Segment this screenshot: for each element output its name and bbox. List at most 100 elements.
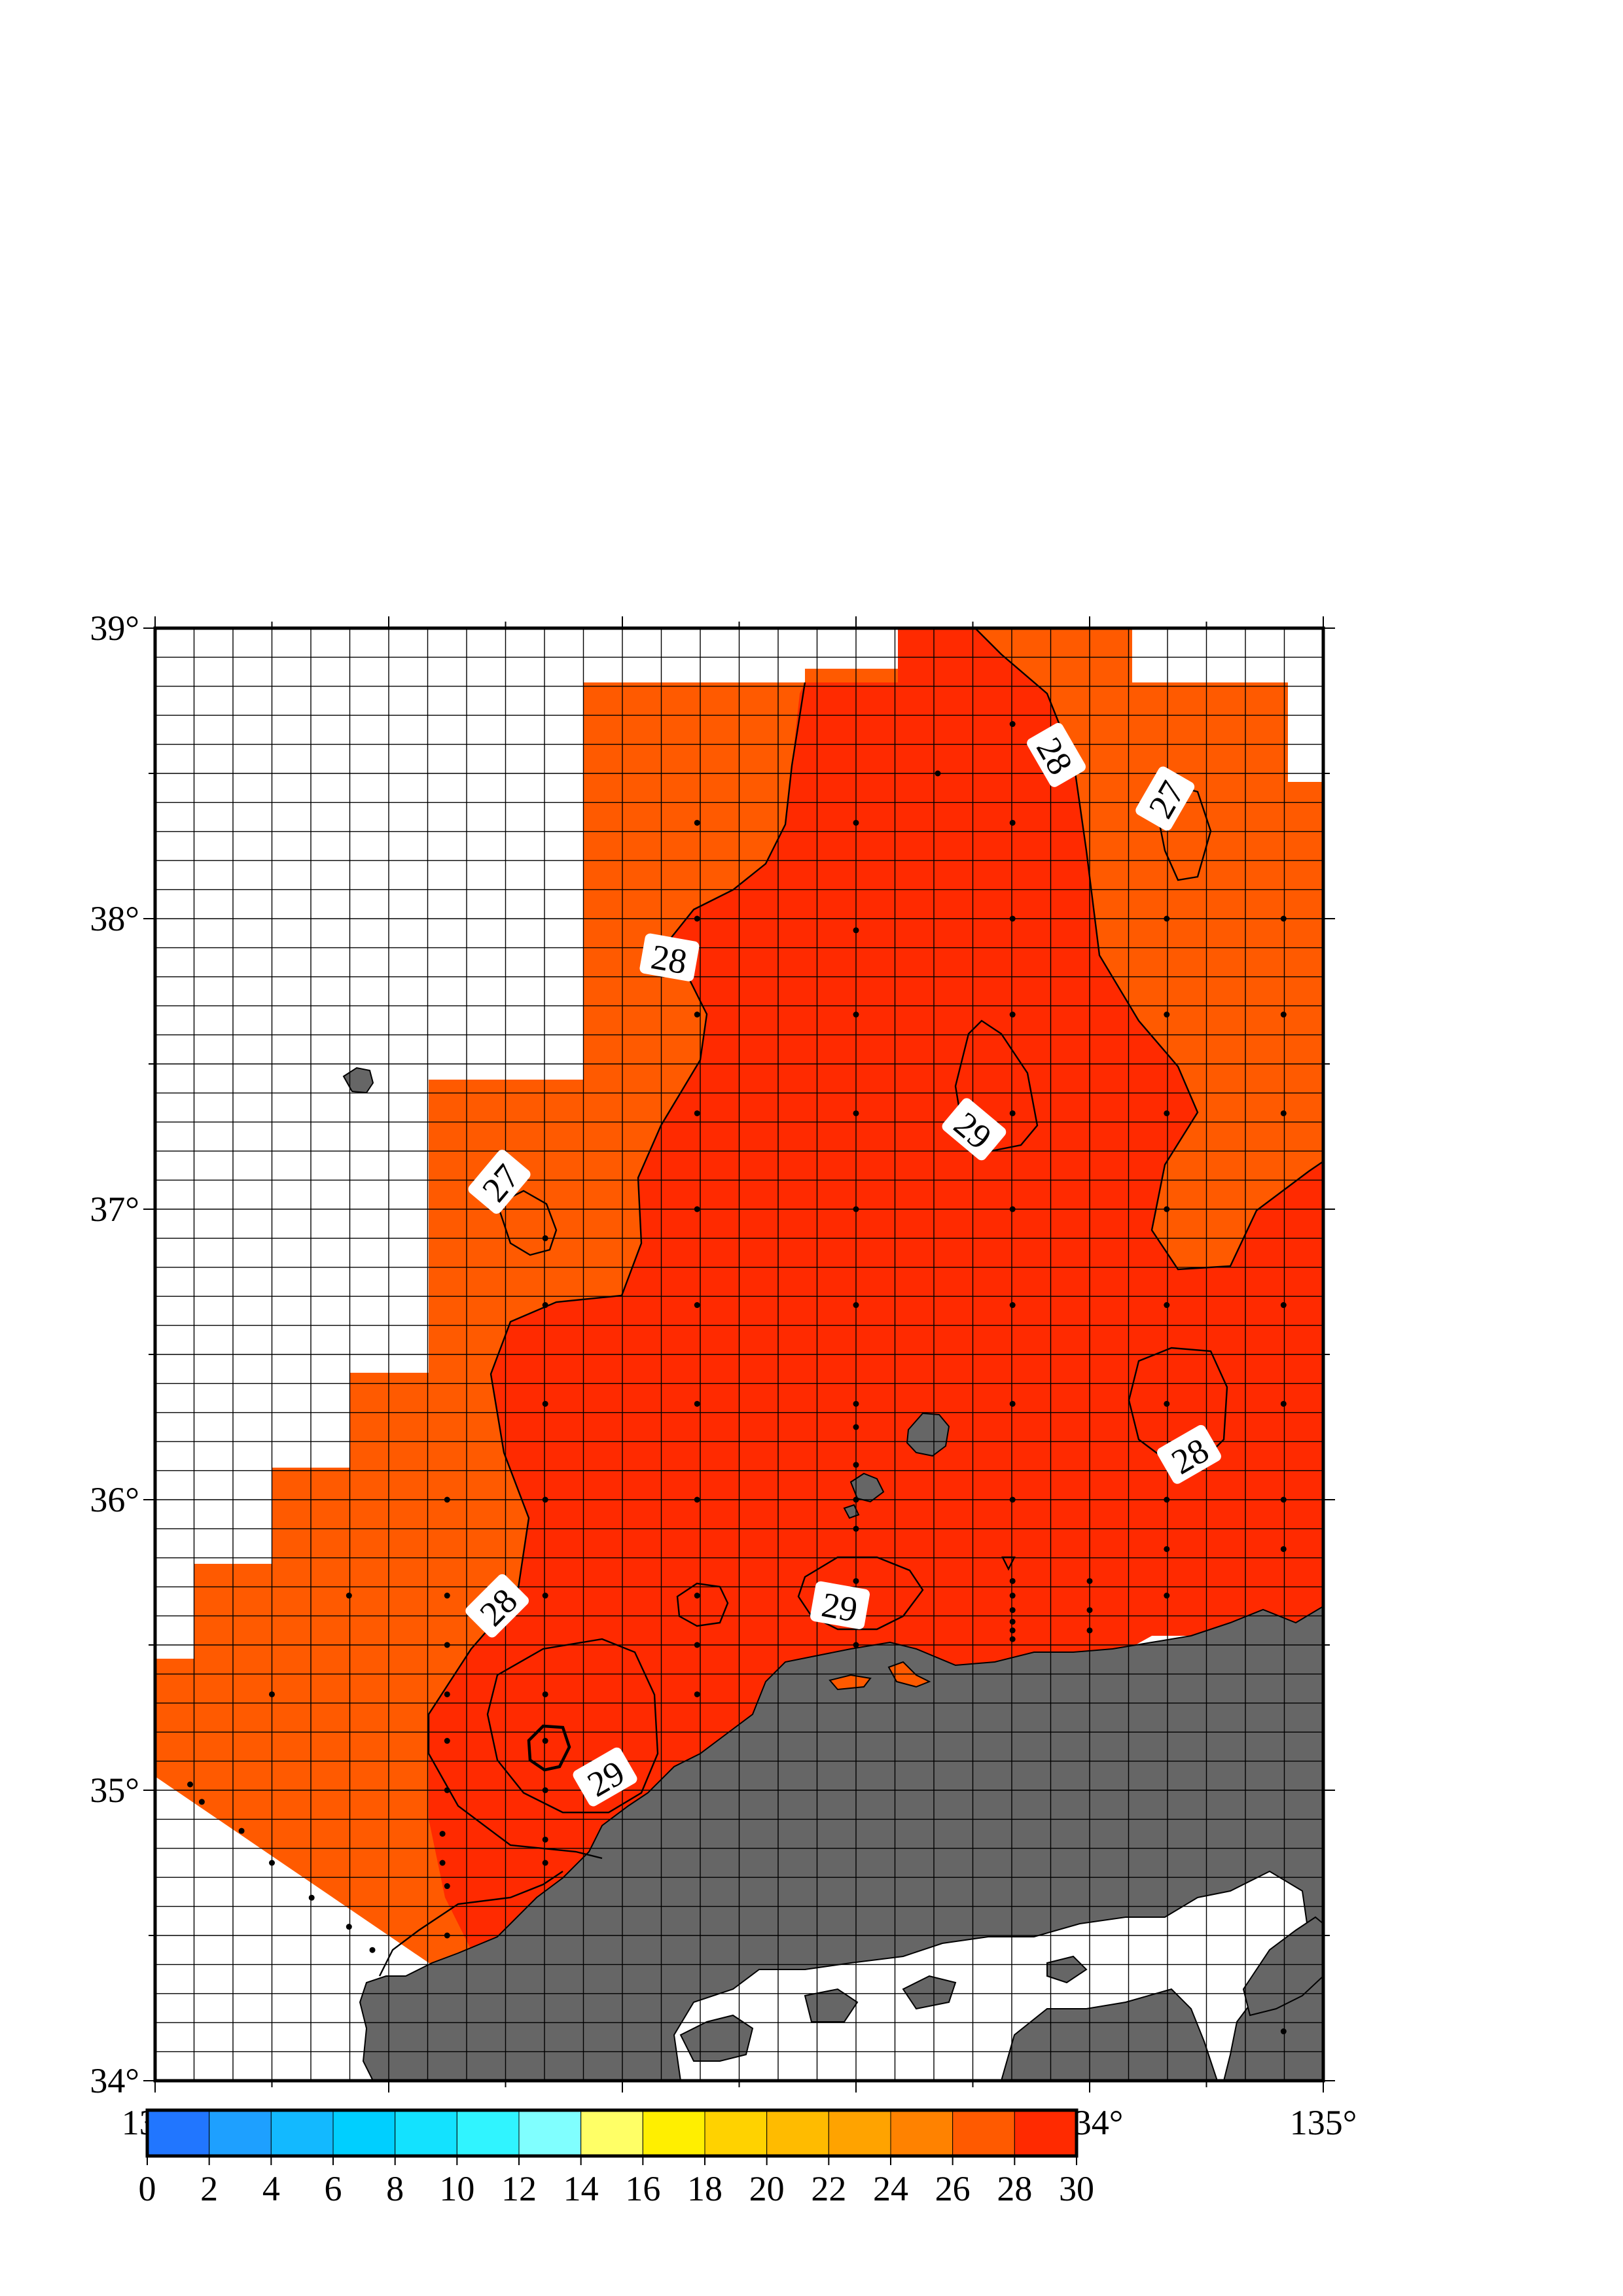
contour-label-box: [810, 1581, 870, 1629]
station-point: [1009, 1206, 1016, 1212]
grid-lines: [155, 628, 1323, 2081]
station-point: [444, 1738, 450, 1744]
colorbar-frame: [145, 2108, 1079, 2158]
colorbar-bin: [332, 2110, 396, 2157]
station-point: [542, 1400, 548, 1407]
station-point: [1164, 1302, 1170, 1309]
station-point: [1280, 915, 1287, 922]
colorbar-bin: [952, 2110, 1015, 2157]
station-point: [853, 1302, 859, 1309]
station-point: [238, 1828, 245, 1834]
contour-label-box: [465, 1574, 529, 1638]
contour-29-southwest: [486, 1638, 659, 1814]
station-point: [308, 1894, 315, 1901]
colorbar: 0 2 4 6 8 10 12 14 16 18 20 22 24 26 28 30: [139, 2108, 1094, 2208]
station-point: [1009, 1110, 1016, 1116]
colorbar-tick-label: 16: [625, 2169, 660, 2208]
y-tick-label: 34°: [90, 2061, 139, 2100]
station-point: [1280, 1496, 1287, 1503]
axis-ticks: [143, 616, 1335, 2093]
station-point: [1009, 1400, 1016, 1407]
y-tick-label: 37°: [90, 1190, 139, 1229]
contour-label-box: [1157, 1424, 1221, 1484]
colorbar-bin: [766, 2110, 829, 2157]
station-point: [694, 1593, 700, 1599]
land-shimane-peninsula-islets: [829, 1661, 931, 1691]
colorbar-tick-label: 10: [439, 2169, 474, 2208]
station-point: [853, 1462, 859, 1468]
station-point: [853, 1496, 859, 1503]
station-point: [542, 1302, 548, 1309]
station-point: [444, 1691, 450, 1697]
station-point: [853, 1424, 859, 1430]
station-point: [1280, 1545, 1287, 1552]
station-point: [439, 1860, 446, 1866]
colorbar-bin: [580, 2110, 643, 2157]
y-tick-label: 39°: [90, 609, 139, 648]
station-point: [542, 1496, 548, 1503]
station-point: [444, 1883, 450, 1890]
y-tick-label: 35°: [90, 1771, 139, 1810]
colorbar-bin: [209, 2110, 272, 2157]
contour-label: 28: [465, 1574, 529, 1638]
station-point: [1164, 1545, 1170, 1552]
station-point: [694, 1496, 700, 1503]
colorbar-tick-label: 6: [325, 2169, 342, 2208]
station-point: [694, 1400, 700, 1407]
land-takeshima: [342, 1067, 374, 1094]
colorbar-bin: [1014, 2110, 1077, 2157]
land-shikoku: [1000, 1988, 1219, 2081]
colorbar-bin: [456, 2110, 520, 2157]
contour-27-west: [496, 1190, 558, 1256]
contour-label-box: [573, 1747, 637, 1807]
station-point: [444, 1932, 450, 1939]
station-point: [853, 1206, 859, 1212]
colorbar-bin: [270, 2110, 334, 2157]
station-point: [542, 1738, 548, 1744]
station-point: [1009, 1618, 1016, 1625]
colorbar-tick-label: 30: [1059, 2169, 1094, 2208]
land-inland-islands: [679, 1955, 1088, 2062]
contour-label-text: 28: [649, 937, 690, 981]
colorbar-tick-label: 22: [811, 2169, 846, 2208]
station-point: [444, 1642, 450, 1648]
station-point: [694, 1302, 700, 1309]
station-points: [187, 721, 1287, 2035]
station-point: [542, 1235, 548, 1241]
contour-marker: [1001, 1556, 1016, 1571]
contour-28-west: [427, 682, 806, 1860]
station-point: [1086, 1607, 1093, 1614]
station-point: [187, 1781, 194, 1788]
colorbar-tick-label: 18: [687, 2169, 722, 2208]
station-point: [694, 1642, 700, 1648]
station-point: [1009, 1593, 1016, 1599]
colorbar-tick-label: 14: [563, 2169, 599, 2208]
colorbar-bin: [147, 2110, 210, 2157]
station-point: [1009, 819, 1016, 826]
station-point: [444, 1496, 450, 1503]
station-point: [198, 1799, 205, 1805]
station-point: [694, 819, 700, 826]
station-point: [935, 770, 941, 777]
field-band-28-30: [429, 628, 1323, 1956]
station-point: [1164, 1110, 1170, 1116]
station-point: [1280, 1302, 1287, 1309]
station-point: [444, 1593, 450, 1599]
station-point: [439, 1831, 446, 1837]
station-point: [694, 1206, 700, 1212]
station-point: [542, 1593, 548, 1599]
station-point: [1009, 915, 1016, 922]
station-point: [346, 1924, 352, 1930]
station-point: [1280, 2028, 1287, 2035]
colorbar-tick-label: 20: [749, 2169, 785, 2208]
station-point: [1009, 721, 1016, 728]
station-point: [694, 1110, 700, 1116]
station-point: [1009, 1302, 1016, 1309]
station-point: [1009, 1578, 1016, 1584]
station-point: [1164, 1012, 1170, 1018]
station-point: [694, 1691, 700, 1697]
contour-29-small: [676, 1582, 729, 1627]
colorbar-tick-label: 12: [501, 2169, 537, 2208]
